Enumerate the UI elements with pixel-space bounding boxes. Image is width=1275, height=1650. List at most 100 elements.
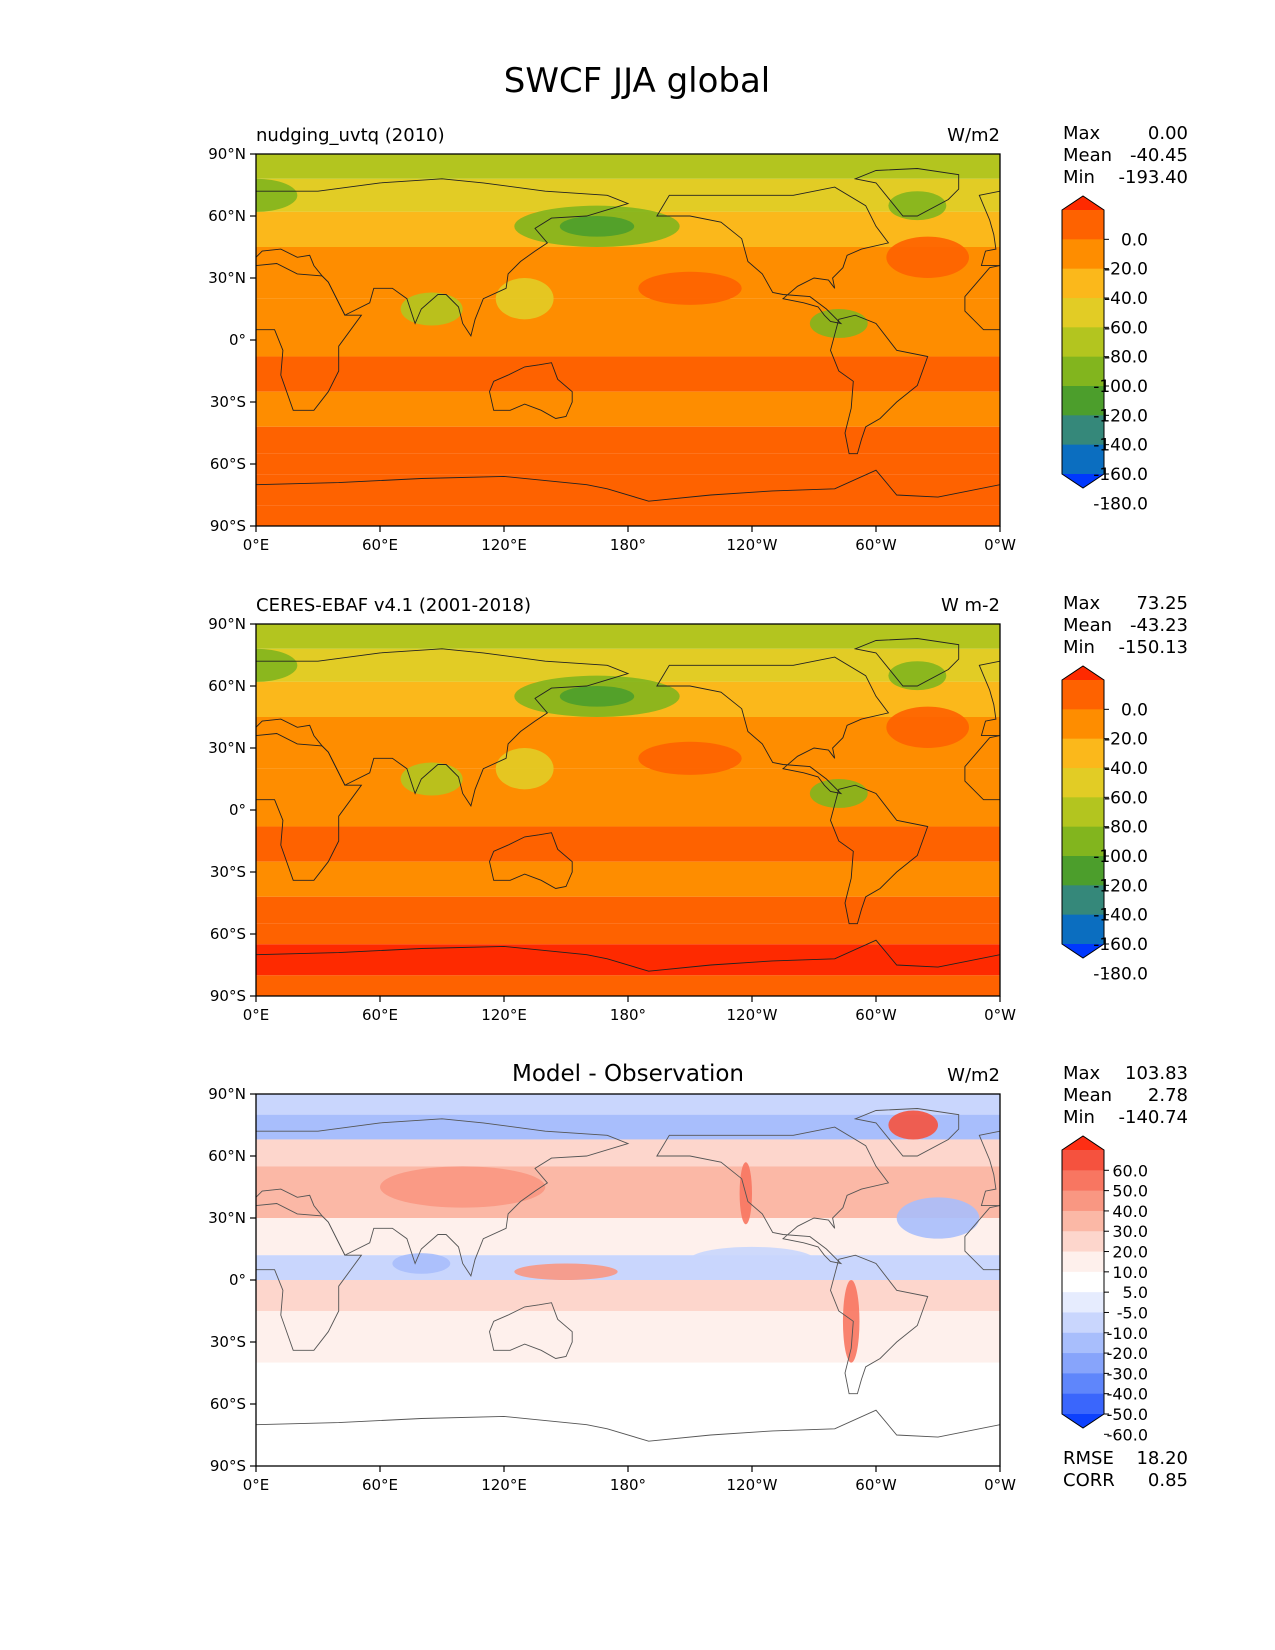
coastline: [256, 648, 630, 807]
y-tick-label: 30°N: [208, 269, 246, 287]
colorbar-segment: [1062, 444, 1104, 475]
x-tick-label: 60°W: [855, 1476, 897, 1494]
units-label: W/m2: [947, 1065, 1000, 1086]
coastline: [256, 939, 1000, 996]
x-tick-label: 120°W: [727, 536, 778, 554]
y-tick-label: 60°S: [210, 1395, 246, 1413]
stat-label: RMSE: [1063, 1448, 1114, 1469]
colorbar-segment: [1062, 680, 1104, 710]
y-tick-label: 90°N: [208, 145, 246, 163]
coastline: [853, 1108, 960, 1157]
map-field: [256, 624, 1000, 996]
colorbar-segment: [1062, 1210, 1104, 1232]
stat-value: 0.00: [1148, 123, 1188, 144]
colorbar-label: -120.0: [1093, 406, 1148, 426]
stat-value: 2.78: [1148, 1085, 1188, 1106]
x-tick-label: 0°W: [984, 1006, 1016, 1024]
colorbar-segment: [1062, 1251, 1104, 1273]
coastline: [978, 1130, 1000, 1207]
x-tick-label: 180°: [610, 536, 646, 554]
coastline: [830, 314, 929, 455]
stat-label: Mean: [1063, 145, 1112, 166]
colorbar-label: 50.0: [1112, 1182, 1148, 1201]
colorbar-label: -5.0: [1117, 1303, 1148, 1322]
colorbar: 0.0 -20.0 -40.0 -60.0 -80.0 -100.0 -120.0 -140.…: [1061, 665, 1148, 984]
x-tick-label: 120°E: [481, 536, 527, 554]
x-tick-label: 60°W: [855, 1006, 897, 1024]
colorbar-segment: [1062, 1170, 1104, 1192]
coastline: [256, 469, 1000, 526]
colorbar-label: 0.0: [1121, 700, 1148, 720]
colorbar-label: -20.0: [1104, 730, 1148, 750]
x-tick-label: 0°E: [243, 1476, 270, 1494]
coastline: [978, 660, 1000, 737]
colorbar-label: -60.0: [1104, 788, 1148, 808]
colorbar-segment: [1062, 856, 1104, 886]
y-tick-label: 90°S: [210, 517, 246, 535]
colorbar-segment: [1062, 1393, 1104, 1415]
colorbar-segment: [1062, 709, 1104, 740]
coastline: [656, 656, 890, 795]
colorbar-segment: [1062, 797, 1104, 828]
coastline: [256, 178, 630, 337]
colorbar-segment: [1062, 327, 1104, 358]
colorbar-label: -40.0: [1104, 759, 1148, 779]
x-tick-label: 60°E: [362, 1476, 398, 1494]
colorbar-extend-bottom: [1062, 474, 1104, 488]
stat-value: 18.20: [1136, 1448, 1188, 1469]
colorbar-label: -60.0: [1107, 1425, 1148, 1444]
units-label: W/m2: [947, 125, 1000, 146]
x-tick-label: 120°W: [727, 1006, 778, 1024]
coastline: [656, 186, 890, 325]
y-tick-label: 30°S: [210, 393, 246, 411]
y-tick-label: 60°N: [208, 677, 246, 695]
x-tick-label: 0°W: [984, 1476, 1016, 1494]
coastline: [656, 1126, 890, 1265]
colorbar-segment: [1062, 885, 1104, 916]
colorbar-label: -80.0: [1104, 348, 1148, 368]
stat-value: -140.74: [1119, 1107, 1188, 1128]
coastline: [853, 168, 960, 217]
x-tick-label: 0°W: [984, 536, 1016, 554]
stat-value: -40.45: [1130, 145, 1188, 166]
x-tick-label: 180°: [610, 1006, 646, 1024]
stat-value: -193.40: [1119, 167, 1188, 188]
stat-value: 73.25: [1136, 593, 1188, 614]
colorbar-label: -180.0: [1093, 494, 1148, 514]
colorbar-segment: [1062, 298, 1104, 328]
coastline: [489, 1302, 573, 1359]
colorbar-label: -160.0: [1093, 465, 1148, 485]
stat-label: Mean: [1063, 615, 1112, 636]
colorbar-segment: [1062, 1190, 1104, 1212]
colorbar-label: 0.0: [1121, 230, 1148, 250]
colorbar-segment: [1062, 268, 1104, 299]
colorbar-segment: [1062, 768, 1104, 798]
map-field: [256, 154, 1000, 526]
stat-label: Min: [1063, 1107, 1095, 1128]
colorbar-extend-top: [1062, 666, 1104, 680]
stat-value: -43.23: [1130, 615, 1188, 636]
y-tick-label: 90°S: [210, 1457, 246, 1475]
stat-label: Max: [1063, 123, 1101, 144]
x-tick-label: 60°W: [855, 536, 897, 554]
x-tick-label: 180°: [610, 1476, 646, 1494]
y-tick-label: 30°S: [210, 1333, 246, 1351]
y-tick-label: 0°: [229, 331, 246, 349]
colorbar-segment: [1062, 1231, 1104, 1253]
coastline: [964, 735, 1000, 801]
coastline: [830, 784, 929, 925]
y-tick-label: 0°: [229, 801, 246, 819]
figure-title: SWCF JJA global: [504, 61, 771, 101]
colorbar-label: -80.0: [1104, 818, 1148, 838]
coastline: [256, 733, 363, 881]
stat-value: 103.83: [1125, 1063, 1188, 1084]
coastline: [489, 832, 573, 889]
panel-2: CERES-EBAF v4.1 (2001-2018) W m-2 0°E 60°E 1…: [208, 593, 1188, 1024]
x-tick-label: 60°E: [362, 536, 398, 554]
colorbar-extend-top: [1062, 196, 1104, 210]
panel-title: Model - Observation: [512, 1061, 744, 1087]
y-tick-label: 30°N: [208, 739, 246, 757]
y-tick-label: 90°N: [208, 1085, 246, 1103]
colorbar-label: -140.0: [1093, 436, 1148, 456]
